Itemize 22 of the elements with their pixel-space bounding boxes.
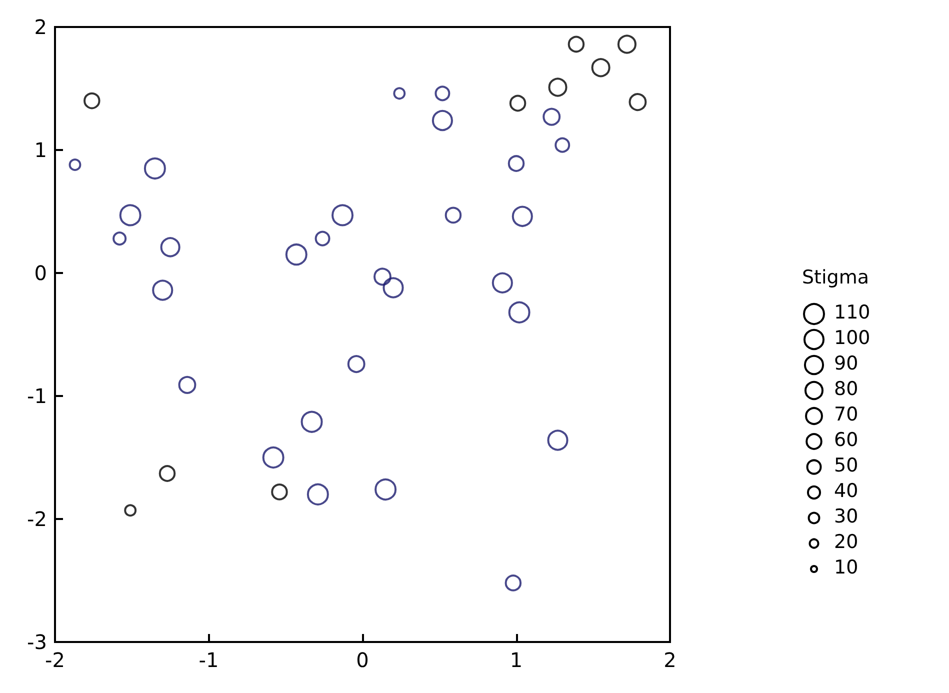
legend-label: 30 [834,506,858,528]
legend-label: 60 [834,429,858,451]
legend-label: 10 [834,556,858,578]
legend-title: Stigma [802,266,870,288]
y-tick-label: 1 [34,138,47,162]
x-tick-label: 0 [356,648,369,672]
y-tick-label: 2 [34,15,47,39]
legend-label: 80 [834,378,858,400]
legend-label: 40 [834,480,858,502]
legend-label: 100 [834,327,870,349]
x-tick-label: -1 [198,648,219,672]
x-tick-label: 1 [510,648,523,672]
y-tick-label: -2 [27,507,47,531]
legend-label: 110 [834,302,870,324]
y-tick-label: -3 [27,630,47,654]
x-tick-label: 2 [664,648,676,672]
legend-label: 90 [834,352,858,374]
legend-label: 50 [834,454,858,476]
legend-label: 70 [834,404,858,426]
y-tick-label: 0 [34,261,47,285]
y-tick-label: -1 [27,384,47,408]
legend-label: 20 [834,531,858,553]
